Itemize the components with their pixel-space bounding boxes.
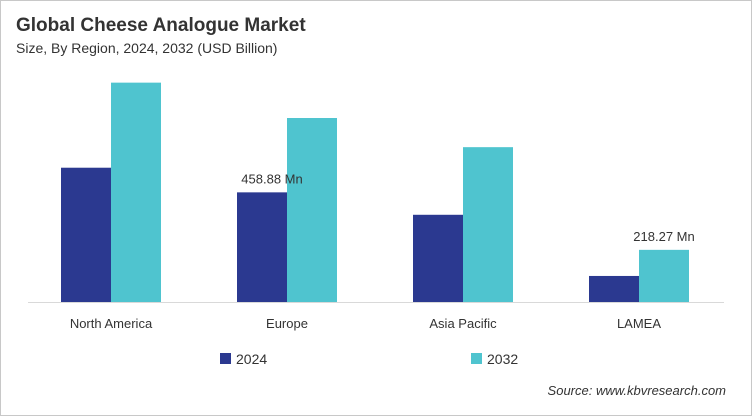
legend-label-2032: 2032 xyxy=(487,351,518,367)
bar-2032-asia-pacific xyxy=(463,147,513,302)
legend-swatch-2024 xyxy=(220,353,231,364)
bar-2024-north-america xyxy=(61,167,111,302)
x-tick-label: LAMEA xyxy=(617,316,661,331)
data-label: 218.27 Mn xyxy=(633,229,694,244)
data-label: 458.88 Mn xyxy=(241,171,302,186)
x-tick-label: North America xyxy=(70,316,153,331)
bar-2024-lamea xyxy=(589,275,639,302)
chart-title: Global Cheese Analogue Market xyxy=(16,15,306,36)
source-note: Source: www.kbvresearch.com xyxy=(547,383,726,398)
bar-2032-north-america xyxy=(111,82,161,302)
legend-swatch-2032 xyxy=(471,353,482,364)
chart-subtitle: Size, By Region, 2024, 2032 (USD Billion… xyxy=(16,40,278,56)
bar-2024-asia-pacific xyxy=(413,214,463,302)
legend-label-2024: 2024 xyxy=(236,351,267,367)
x-tick-label: Europe xyxy=(266,316,308,331)
bar-2032-lamea xyxy=(639,249,689,302)
bar-2024-europe xyxy=(237,192,287,302)
x-tick-label: Asia Pacific xyxy=(429,316,497,331)
bar-2032-europe xyxy=(287,118,337,302)
